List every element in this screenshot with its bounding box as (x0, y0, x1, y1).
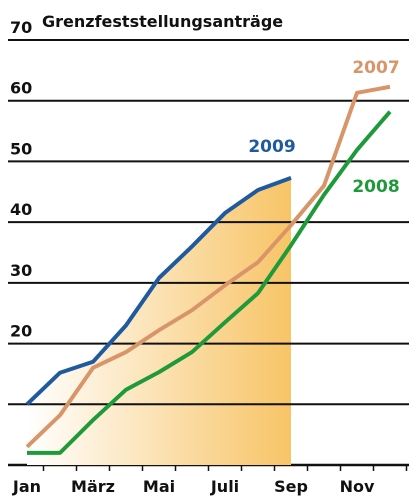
line (25, 84, 391, 449)
area (27, 177, 291, 466)
line (25, 175, 292, 406)
y-tick-label: 60 (10, 79, 32, 98)
line (27, 110, 392, 455)
series-label: 2007 (352, 58, 399, 78)
x-tick-label: Nov (340, 477, 375, 496)
chart-title: Grenzfeststellungsanträge (42, 12, 283, 31)
y-tick-label: 30 (10, 261, 32, 280)
grid (8, 39, 409, 406)
y-tick-label: 50 (10, 139, 32, 158)
x-tick-label: Mai (143, 477, 175, 496)
y-tick-label: 40 (10, 200, 32, 219)
x-tick-label: März (71, 477, 115, 496)
y-tick-label: 20 (10, 322, 32, 341)
series-label: 2008 (352, 177, 399, 197)
y-tick-label: 70 (10, 18, 32, 37)
x-tick-label: Juli (210, 477, 239, 496)
series-label: 2009 (248, 137, 295, 157)
x-tick-label: Jan (12, 477, 41, 496)
x-tick-label: Sep (274, 477, 308, 496)
